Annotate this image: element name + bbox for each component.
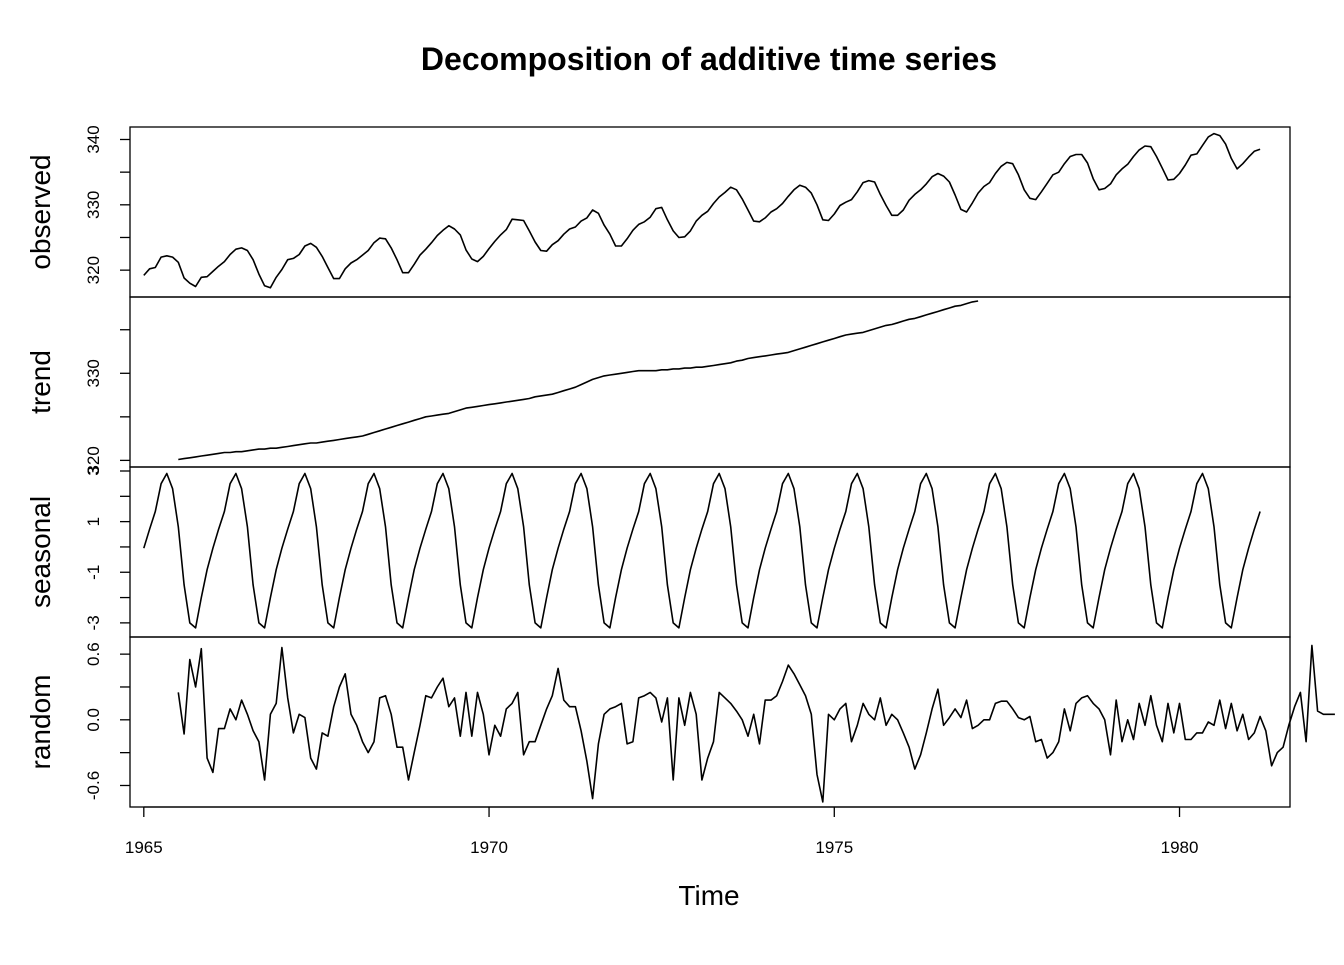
panel-random: random -0.6 0.0 0.6 — [25, 636, 1335, 808]
panel-observed: observed 320 330 340 — [25, 125, 1291, 298]
panel-trend: trend 320 330 — [25, 296, 1291, 475]
x-tick-label: 1975 — [815, 838, 853, 857]
chart-title: Decomposition of additive time series — [421, 41, 997, 77]
y-tick-label-trend: 320 — [84, 446, 103, 474]
y-tick-label-observed: 340 — [84, 125, 103, 153]
panel-frame-observed — [129, 126, 1291, 298]
series-line-trend — [178, 300, 979, 461]
panel-label-trend: trend — [25, 350, 56, 414]
y-tick-label-random: 0.0 — [84, 708, 103, 732]
y-tick-label-seasonal: -1 — [84, 565, 103, 580]
y-tick-label-observed: 330 — [84, 191, 103, 219]
panel-label-random: random — [25, 675, 56, 770]
panel-frame-seasonal — [129, 466, 1291, 638]
panel-seasonal: seasonal -3 -1 1 3 — [25, 466, 1291, 638]
panels: observed 320 330 340 trend 320 330 seasonal -3 -1… — [25, 125, 1335, 808]
x-axis: 1965 1970 1975 1980 — [125, 806, 1199, 857]
series-line-observed — [143, 132, 1261, 289]
panel-label-observed: observed — [25, 154, 56, 269]
y-tick-label-seasonal: 1 — [84, 517, 103, 526]
y-tick-label-seasonal: -3 — [84, 615, 103, 630]
series-line-seasonal — [143, 472, 1261, 629]
panel-frame-random — [129, 636, 1291, 808]
panel-label-seasonal: seasonal — [25, 496, 56, 608]
y-tick-label-observed: 320 — [84, 256, 103, 284]
x-tick-label: 1965 — [125, 838, 163, 857]
y-tick-label-trend: 330 — [84, 359, 103, 387]
y-tick-label-random: 0.6 — [84, 642, 103, 666]
panel-frame-trend — [129, 296, 1291, 468]
x-axis-title: Time — [678, 880, 739, 911]
x-tick-label: 1970 — [470, 838, 508, 857]
y-tick-label-random: -0.6 — [84, 771, 103, 800]
x-tick-label: 1980 — [1161, 838, 1199, 857]
y-tick-label-seasonal: 3 — [84, 466, 103, 475]
series-line-random — [177, 644, 1335, 803]
